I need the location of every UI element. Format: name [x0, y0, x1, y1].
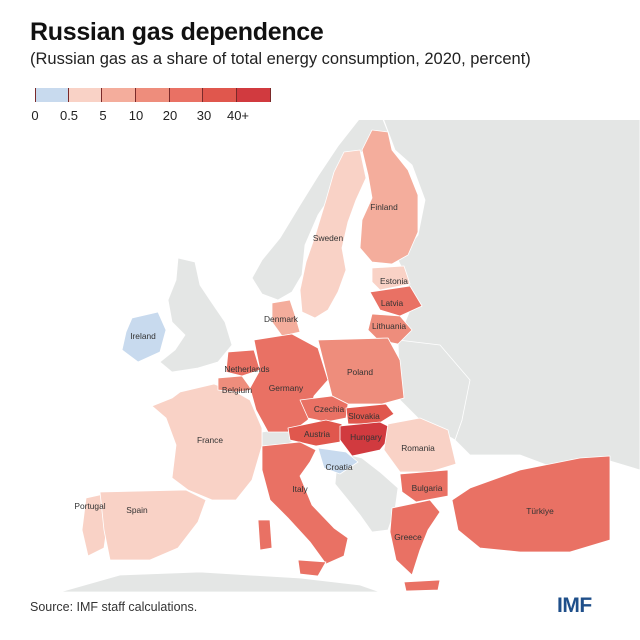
country-label: France [197, 435, 223, 445]
region-spain [99, 489, 207, 561]
region-sardinia [257, 519, 273, 551]
country-label: Romania [401, 443, 435, 453]
legend-color-scale [35, 88, 271, 102]
country-label: Greece [394, 532, 422, 542]
country-label: Slovakia [348, 411, 380, 421]
country-label: Poland [347, 367, 373, 377]
north-africa-landmass [59, 571, 381, 592]
legend-swatch [203, 88, 238, 102]
balkans-landmass [334, 451, 399, 533]
imf-logo: IMF [557, 594, 592, 617]
no-data-land [59, 120, 640, 592]
region-ireland [121, 311, 167, 363]
country-label: Sweden [313, 233, 344, 243]
country-label: Finland [370, 202, 398, 212]
chart-subtitle: (Russian gas as a share of total energy … [30, 50, 531, 68]
legend-swatch [136, 88, 170, 102]
region-netherlands [225, 349, 261, 377]
legend-swatch [169, 88, 204, 102]
country-label: Hungary [350, 432, 382, 442]
region-sweden [299, 149, 367, 319]
country-label: Netherlands [224, 364, 269, 374]
country-label: Türkiye [526, 506, 554, 516]
region-crete [403, 579, 441, 592]
region-austria [287, 419, 343, 447]
region-turkiye [451, 455, 611, 553]
legend-tick-label: 0 [31, 108, 39, 123]
country-label: Bulgaria [412, 483, 443, 493]
country-label: Croatia [326, 462, 353, 472]
country-label: Latvia [381, 298, 404, 308]
countries [81, 129, 611, 592]
great-britain-landmass [159, 257, 233, 373]
country-label: Portugal [74, 501, 105, 511]
region-greece [389, 499, 441, 576]
country-label: Germany [269, 383, 304, 393]
region-sicily [297, 559, 327, 577]
country-label: Belgium [222, 385, 252, 395]
legend-swatch [68, 88, 103, 102]
country-label: Denmark [264, 314, 299, 324]
country-label: Spain [126, 505, 148, 515]
legend-tick-label: 5 [99, 108, 107, 123]
country-label: Estonia [380, 276, 408, 286]
region-latvia [369, 285, 423, 317]
europe-map: Finland Sweden Estonia Latvia Lithuania … [59, 120, 640, 592]
region-lithuania [367, 313, 413, 345]
legend-tick-label: 20 [162, 108, 178, 123]
country-label: Italy [292, 484, 308, 494]
region-denmark [271, 299, 301, 337]
region-finland [359, 129, 419, 265]
region-romania [383, 417, 457, 473]
legend-tick-label: 30 [196, 108, 212, 123]
legend-ticks: 0 0.5 5 10 20 30 40+ [31, 108, 271, 126]
legend-tick-label: 0.5 [59, 108, 79, 123]
country-label: Ireland [130, 331, 156, 341]
region-france [151, 383, 263, 501]
chart-title: Russian gas dependence [30, 18, 324, 46]
region-italy [261, 441, 349, 565]
belarus-ukraine-landmass [397, 339, 471, 441]
country-label: Austria [304, 429, 330, 439]
legend-swatch [102, 88, 137, 102]
region-bulgaria [399, 469, 449, 503]
region-croatia [317, 447, 359, 475]
region-estonia [371, 265, 411, 291]
legend-tick-label: 10 [128, 108, 144, 123]
country-labels: Finland Sweden Estonia Latvia Lithuania … [74, 202, 554, 542]
region-belgium [217, 375, 253, 393]
region-slovakia [345, 403, 395, 425]
source-note: Source: IMF staff calculations. [30, 600, 198, 614]
legend-swatch [35, 88, 69, 102]
legend-swatch [237, 88, 271, 102]
legend: 0 0.5 5 10 20 30 40+ [31, 88, 271, 126]
country-label: Czechia [314, 404, 345, 414]
country-label: Lithuania [372, 321, 406, 331]
region-czechia [299, 395, 349, 423]
legend-tick-label: 40+ [226, 108, 250, 123]
region-hungary [339, 421, 397, 457]
